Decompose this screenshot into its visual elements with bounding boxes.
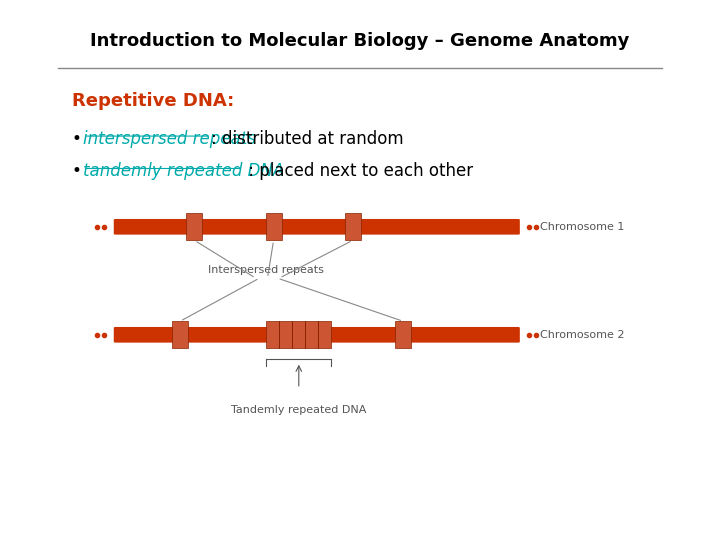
- FancyBboxPatch shape: [114, 219, 520, 234]
- Text: Repetitive DNA:: Repetitive DNA:: [72, 92, 234, 110]
- FancyBboxPatch shape: [266, 321, 331, 348]
- Text: tandemly repeated DNA: tandemly repeated DNA: [83, 162, 284, 180]
- Text: Tandemly repeated DNA: Tandemly repeated DNA: [231, 405, 366, 415]
- FancyBboxPatch shape: [114, 327, 520, 342]
- Text: : placed next to each other: : placed next to each other: [243, 162, 473, 180]
- Text: •: •: [72, 162, 82, 180]
- Text: : distributed at random: : distributed at random: [211, 130, 404, 147]
- Text: Introduction to Molecular Biology – Genome Anatomy: Introduction to Molecular Biology – Geno…: [90, 32, 630, 50]
- Text: interspersed repeats: interspersed repeats: [83, 130, 256, 147]
- Text: Interspersed repeats: Interspersed repeats: [209, 265, 324, 275]
- FancyBboxPatch shape: [172, 321, 188, 348]
- Text: Chromosome 2: Chromosome 2: [540, 330, 624, 340]
- Text: •: •: [72, 130, 82, 147]
- Text: Chromosome 1: Chromosome 1: [540, 222, 624, 232]
- FancyBboxPatch shape: [345, 213, 361, 240]
- FancyBboxPatch shape: [395, 321, 411, 348]
- FancyBboxPatch shape: [266, 213, 282, 240]
- FancyBboxPatch shape: [186, 213, 202, 240]
